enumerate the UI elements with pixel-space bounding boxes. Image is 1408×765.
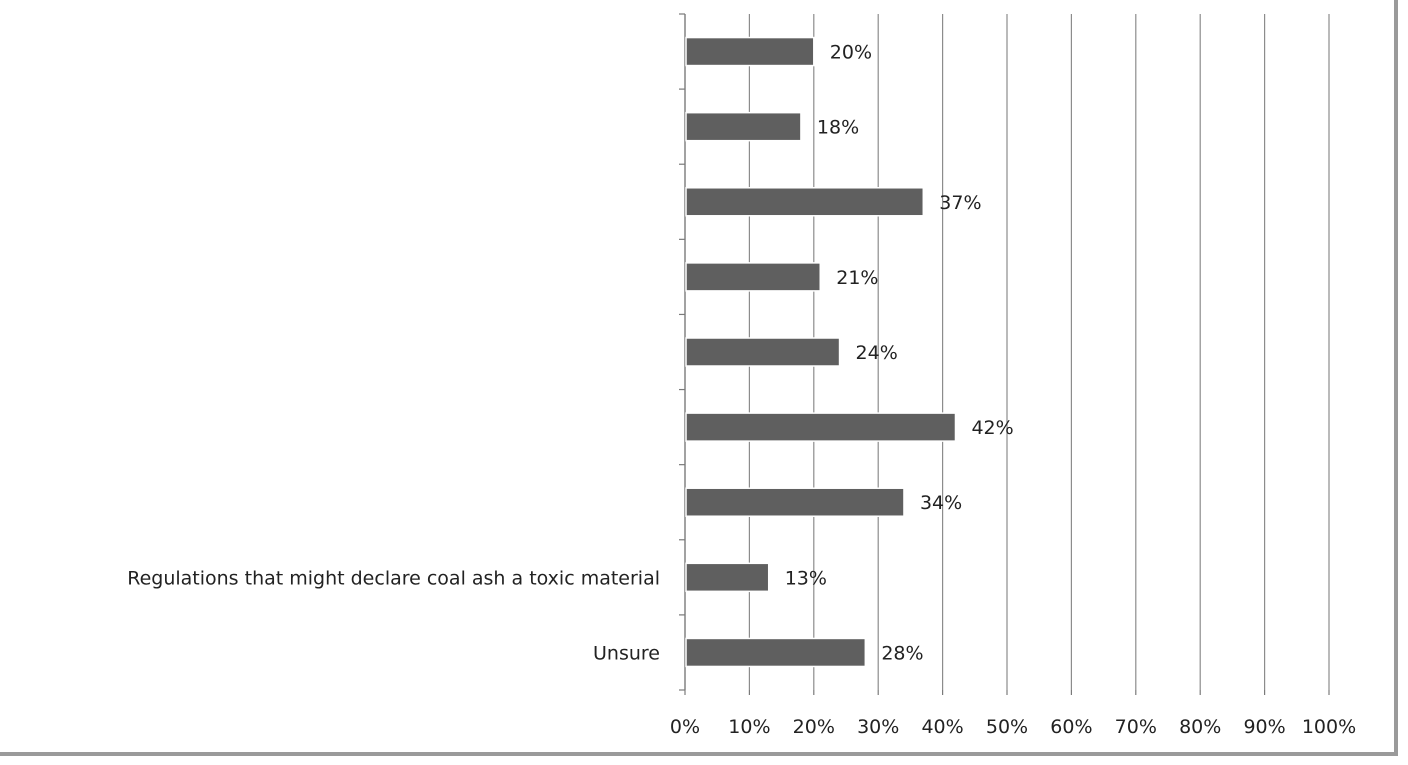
data-label: 34% <box>920 492 962 514</box>
bars <box>685 36 957 668</box>
bar <box>685 187 925 217</box>
bar <box>685 36 815 67</box>
x-tick-label: 90% <box>1243 716 1285 738</box>
category-label: Regulations that might declare coal ash … <box>127 567 660 589</box>
x-tick-label: 70% <box>1115 716 1157 738</box>
x-tick-label: 80% <box>1179 716 1221 738</box>
data-labels: 20% 18% 37% 21% 24% 42% 34% 13% 28% <box>785 42 1014 665</box>
x-tick-label: 40% <box>921 716 963 738</box>
bar <box>685 337 841 367</box>
x-tick-label: 100% <box>1302 716 1356 738</box>
data-label: 24% <box>856 342 898 364</box>
x-tick-label: 50% <box>986 716 1028 738</box>
gridlines <box>748 14 1330 690</box>
data-label: 20% <box>830 42 872 64</box>
bar <box>685 562 770 593</box>
category-labels: Regulations that might declare coal ash … <box>127 567 660 664</box>
bar <box>685 487 905 517</box>
bar <box>685 262 821 292</box>
x-axis-tick-labels: 0% 10% 20% 30% 40% 50% 60% 70% 80% 90% 100% <box>670 716 1356 738</box>
data-label: 42% <box>971 417 1013 439</box>
data-label: 37% <box>939 192 981 214</box>
bar <box>685 412 957 442</box>
x-tick-label: 30% <box>857 716 899 738</box>
x-tick-label: 20% <box>793 716 835 738</box>
data-label: 21% <box>836 267 878 289</box>
data-label: 18% <box>817 117 859 139</box>
data-label: 28% <box>881 642 923 664</box>
bar <box>685 637 867 668</box>
x-tick-label: 60% <box>1050 716 1092 738</box>
data-label: 13% <box>785 567 827 589</box>
category-axis <box>679 13 1330 695</box>
x-tick-label: 0% <box>670 716 700 738</box>
bar <box>685 111 802 142</box>
category-label: Unsure <box>593 642 660 664</box>
x-tick-label: 10% <box>728 716 770 738</box>
